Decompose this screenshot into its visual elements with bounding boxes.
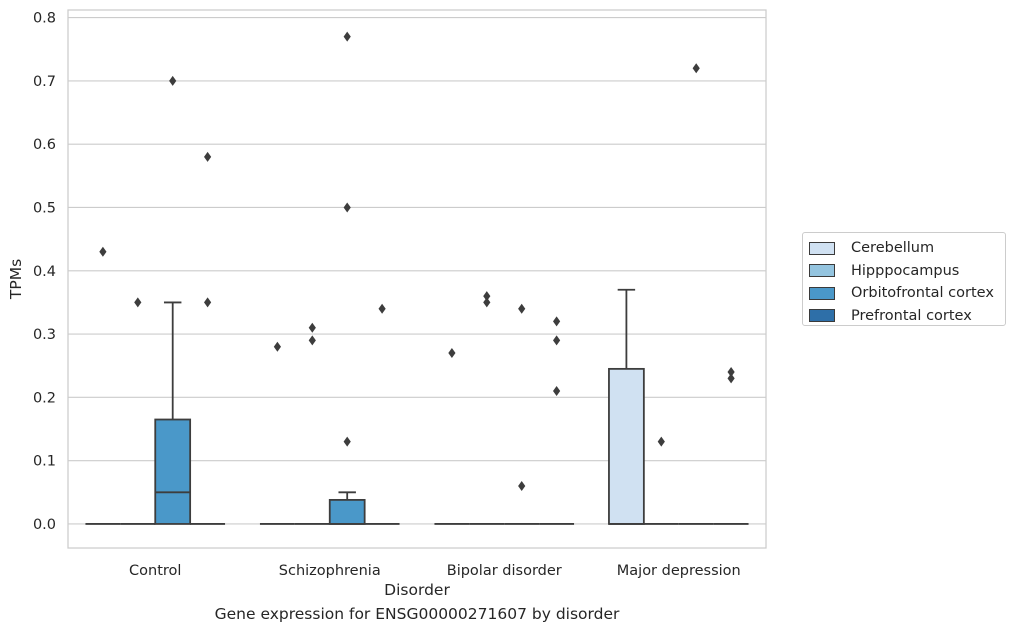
box [608,367,645,525]
box-group [259,341,295,525]
box-group [120,297,156,525]
outlier-point [553,335,561,346]
y-tick-label: 0.0 [33,517,56,533]
outlier-point [343,31,351,42]
y-tick-label: 0.2 [33,390,56,406]
outlier-point [483,291,491,302]
legend-item-prefrontal-cortex: Prefrontal cortex [809,305,1005,328]
y-axis-ticks: 0.0 0.1 0.2 0.3 0.4 0.5 0.6 0.7 0.8 [33,11,56,533]
y-tick-label: 0.4 [33,264,56,280]
outlier-point [657,436,665,447]
box-group [294,322,330,525]
outlier-point [343,436,351,447]
outlier-point [553,386,561,397]
box-group [643,436,679,525]
legend-item-orbitofrontal-cortex: Orbitofrontal cortex [809,282,1005,305]
y-axis-label: TPMs [7,259,25,300]
outlier-point [308,335,316,346]
outlier-point [273,341,281,352]
outlier-point [308,322,316,333]
legend-item-cerebellum: Cerebellum [809,237,1005,260]
legend-item-hippocampus: Hipppocampus [809,260,1005,283]
legend-swatch [809,241,835,255]
box-group [85,246,121,525]
y-tick-label: 0.5 [33,200,56,216]
box-group [364,303,400,525]
plot-area-frame [67,9,767,549]
legend-label: Orbitofrontal cortex [851,285,994,302]
legend-swatch [809,286,835,300]
outlier-point [518,303,526,314]
box-group [678,63,714,525]
box-group [469,291,505,525]
box [328,498,366,525]
y-tick-label: 0.7 [33,74,56,90]
box-group [190,151,226,525]
x-tick-label: Major depression [617,563,741,579]
boxes [85,31,749,525]
box-group [434,348,470,525]
outlier-point [483,297,491,308]
x-tick-label: Schizophrenia [279,563,381,579]
legend: Cerebellum Hipppocampus Orbitofrontal co… [802,232,1006,326]
legend-label: Cerebellum [851,240,935,257]
y-tick-label: 0.8 [33,11,56,27]
x-tick-label: Control [129,563,181,579]
outlier-point [448,348,456,359]
y-tick-label: 0.6 [33,137,56,153]
outlier-point [553,316,561,327]
outlier-point [169,75,177,86]
x-axis-label: Disorder [384,581,450,599]
legend-label: Prefrontal cortex [851,307,972,324]
box-group [539,316,575,525]
outlier-point [134,297,142,308]
legend-swatch [809,309,835,323]
x-tick-label: Bipolar disorder [447,563,562,579]
outlier-point [727,367,735,378]
box-group [608,288,645,525]
outlier-point [99,246,107,257]
box [154,418,192,525]
box-group [713,367,749,525]
box-group [504,303,540,525]
box-group [154,75,192,525]
y-tick-label: 0.1 [33,454,56,470]
legend-swatch [809,264,835,278]
x-axis-ticks: Control Schizophrenia Bipolar disorder Majo… [129,563,741,579]
outlier-point [204,297,212,308]
outlier-point [727,373,735,384]
box-group [328,31,366,525]
chart-caption: Gene expression for ENSG00000271607 by d… [214,605,620,623]
legend-label: Hipppocampus [851,262,960,279]
outlier-point [343,202,351,213]
outlier-point [692,63,700,74]
outlier-point [378,303,386,314]
outlier-point [204,151,212,162]
y-tick-label: 0.3 [33,327,56,343]
outlier-point [518,480,526,491]
